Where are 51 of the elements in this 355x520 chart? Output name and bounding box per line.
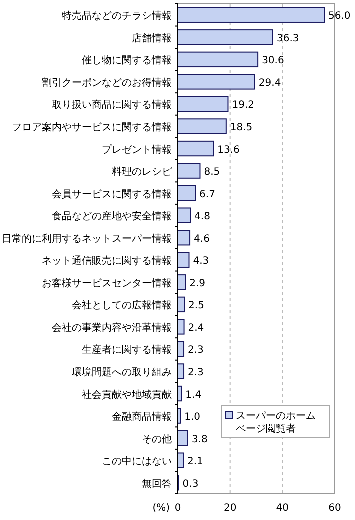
data-label: 29.4 [258, 78, 282, 89]
y-tick-label: ネット通信販売に関する情報 [42, 255, 172, 268]
data-label: 36.3 [276, 33, 300, 44]
legend-label: スーパーのホームページ閲覧者 [236, 411, 316, 435]
y-tick-label: 店舗情報 [132, 32, 172, 44]
y-tick-label: フロア案内やサービスに関する情報 [12, 122, 172, 134]
data-label: 2.4 [188, 322, 204, 334]
data-label: 18.5 [230, 122, 253, 134]
y-tick-label: 日常的に利用するネットスーパー情報 [2, 232, 172, 245]
y-tick-label: 食品などの産地や安全情報 [52, 210, 172, 223]
y-tick-label: 特売品などのチラシ情報 [62, 10, 172, 22]
legend: スーパーのホームページ閲覧者 [222, 406, 330, 438]
data-label: 4.8 [194, 212, 210, 223]
y-tick-label: 会社としての広報情報 [72, 300, 172, 312]
data-label: 2.3 [188, 345, 204, 356]
data-label: 13.6 [218, 144, 240, 156]
data-label: 3.8 [192, 434, 208, 446]
y-tick-label: 割引クーポンなどのお得情報 [42, 76, 172, 89]
x-axis-title: (%) [152, 503, 170, 514]
y-tick-label: 催し物に関する情報 [82, 54, 172, 67]
y-tick-label: 金融商品情報 [112, 411, 172, 424]
y-tick-label: 社会貢献や地域貢献 [82, 388, 172, 401]
y-tick-label: その他 [142, 433, 172, 446]
y-tick-label: お客様サービスセンター情報 [42, 277, 172, 290]
data-label: 4.3 [193, 256, 210, 268]
y-tick-label: 生産者に関する情報 [82, 344, 172, 356]
y-tick-label: 無回答 [142, 478, 172, 490]
data-label: 1.4 [186, 390, 202, 401]
y-tick-label: この中にはない [102, 456, 172, 468]
y-tick-label: プレゼント情報 [102, 144, 172, 156]
data-label: 19.2 [232, 100, 255, 112]
x-tick-label: 40 [276, 503, 290, 514]
x-tick-label: 20 [224, 503, 237, 514]
data-label: 0.3 [182, 478, 199, 490]
data-label: 8.5 [204, 167, 220, 178]
data-label: 4.6 [194, 234, 210, 245]
data-label: 2.9 [190, 278, 206, 290]
x-tick-label: 0 [174, 503, 182, 514]
data-label: 2.3 [188, 368, 204, 378]
x-tick-label: 60 [328, 503, 342, 514]
data-label: 1.0 [184, 412, 201, 424]
data-label: 30.6 [262, 56, 284, 67]
data-label: 6.7 [200, 189, 216, 200]
y-tick-label: 会員サービスに関する情報 [52, 188, 172, 200]
data-label: 56.0 [328, 11, 351, 22]
y-tick-label: 環境問題への取り組み [72, 366, 172, 378]
y-tick-label: 会社の事業内容や沿革情報 [52, 322, 172, 334]
data-label: 2.1 [187, 456, 204, 468]
data-label: 2.5 [188, 300, 204, 312]
y-tick-label: 料理のレシピ [112, 166, 172, 178]
y-tick-label: 取り扱い商品に関する情報 [52, 99, 172, 112]
